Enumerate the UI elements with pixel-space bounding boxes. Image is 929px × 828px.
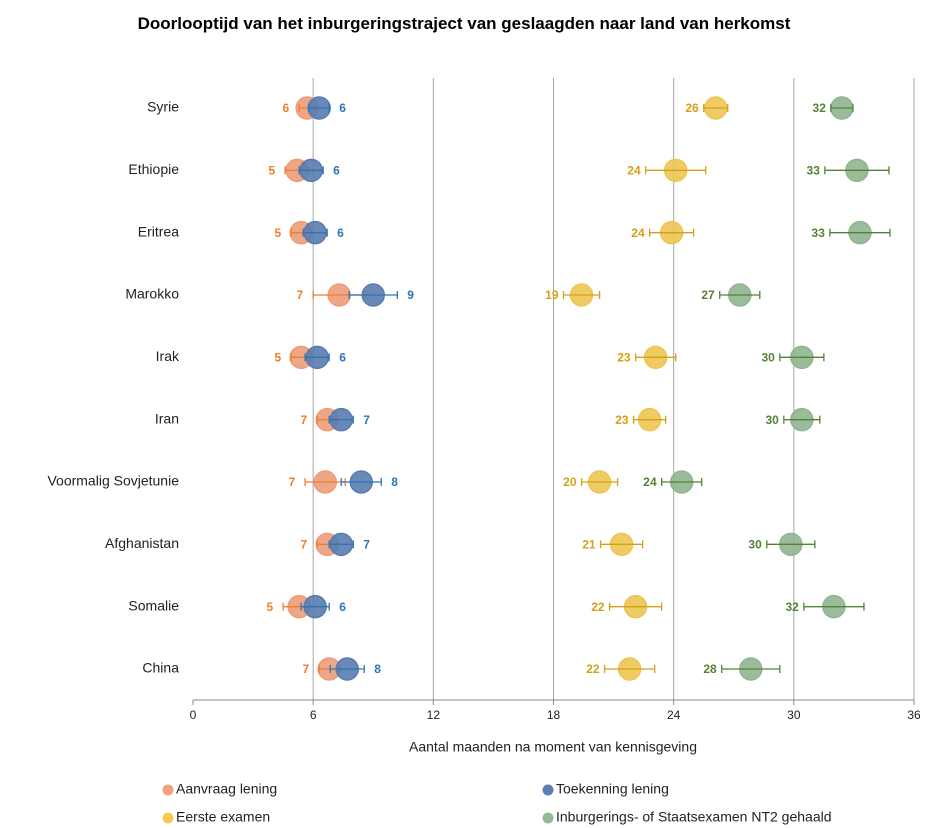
legend-marker xyxy=(162,812,174,824)
data-label: 5 xyxy=(266,600,273,614)
data-label: 6 xyxy=(282,101,289,115)
data-label: 7 xyxy=(300,413,307,427)
data-label: 30 xyxy=(748,538,762,552)
data-label: 6 xyxy=(339,351,346,365)
x-axis-title: Aantal maanden na moment van kennisgevin… xyxy=(409,739,697,755)
y-tick-label: Marokko xyxy=(125,286,179,302)
x-tick-label: 0 xyxy=(190,708,197,722)
x-tick-label: 30 xyxy=(787,708,801,722)
data-label: 32 xyxy=(785,600,799,614)
legend-label: Inburgerings- of Staatsexamen NT2 gehaal… xyxy=(556,809,832,825)
data-label: 20 xyxy=(563,475,577,489)
legend-label: Toekenning lening xyxy=(556,781,669,797)
data-label: 28 xyxy=(703,662,717,676)
x-tick-label: 24 xyxy=(667,708,681,722)
x-tick-label: 36 xyxy=(907,708,921,722)
y-tick-label: Afghanistan xyxy=(105,535,179,551)
data-label: 24 xyxy=(643,475,657,489)
legend-label: Eerste examen xyxy=(176,809,270,825)
legend-marker xyxy=(542,784,554,796)
y-tick-label: Somalie xyxy=(128,597,179,613)
x-tick-label: 12 xyxy=(427,708,441,722)
legend-marker xyxy=(542,812,554,824)
data-label: 26 xyxy=(685,101,699,115)
data-label: 8 xyxy=(391,475,398,489)
x-tick-label: 6 xyxy=(310,708,317,722)
data-label: 6 xyxy=(339,101,346,115)
data-label: 33 xyxy=(807,164,821,178)
data-label: 21 xyxy=(582,538,596,552)
data-label: 23 xyxy=(615,413,629,427)
data-label: 30 xyxy=(765,413,779,427)
data-label: 24 xyxy=(631,226,645,240)
y-tick-label: Syrie xyxy=(147,99,179,115)
data-label: 7 xyxy=(363,538,370,552)
y-tick-label: Voormalig Sovjetunie xyxy=(47,473,179,489)
y-tick-label: Eritrea xyxy=(138,223,179,239)
data-label: 6 xyxy=(333,164,340,178)
data-label: 5 xyxy=(274,226,281,240)
data-label: 22 xyxy=(591,600,605,614)
data-label: 30 xyxy=(761,351,775,365)
data-label: 23 xyxy=(617,351,631,365)
data-label: 7 xyxy=(363,413,370,427)
data-label: 7 xyxy=(300,538,307,552)
data-label: 19 xyxy=(545,288,559,302)
x-tick-label: 18 xyxy=(547,708,561,722)
data-label: 9 xyxy=(407,288,414,302)
legend-label: Aanvraag lening xyxy=(176,781,277,797)
y-tick-label: Iran xyxy=(155,410,179,426)
data-label: 6 xyxy=(339,600,346,614)
chart-title: Doorlooptijd van het inburgeringstraject… xyxy=(137,14,791,33)
y-tick-label: Irak xyxy=(156,348,180,364)
data-label: 5 xyxy=(274,351,281,365)
data-label: 5 xyxy=(268,164,275,178)
data-label: 6 xyxy=(337,226,344,240)
data-label: 24 xyxy=(627,164,641,178)
data-label: 7 xyxy=(302,662,309,676)
y-tick-label: China xyxy=(142,660,179,676)
data-label: 32 xyxy=(813,101,827,115)
y-tick-label: Ethiopie xyxy=(128,161,179,177)
data-label: 27 xyxy=(701,288,715,302)
data-label: 8 xyxy=(374,662,381,676)
legend-marker xyxy=(162,784,174,796)
data-label: 22 xyxy=(586,662,600,676)
data-label: 33 xyxy=(812,226,826,240)
data-label: 7 xyxy=(296,288,303,302)
data-label: 7 xyxy=(288,475,295,489)
